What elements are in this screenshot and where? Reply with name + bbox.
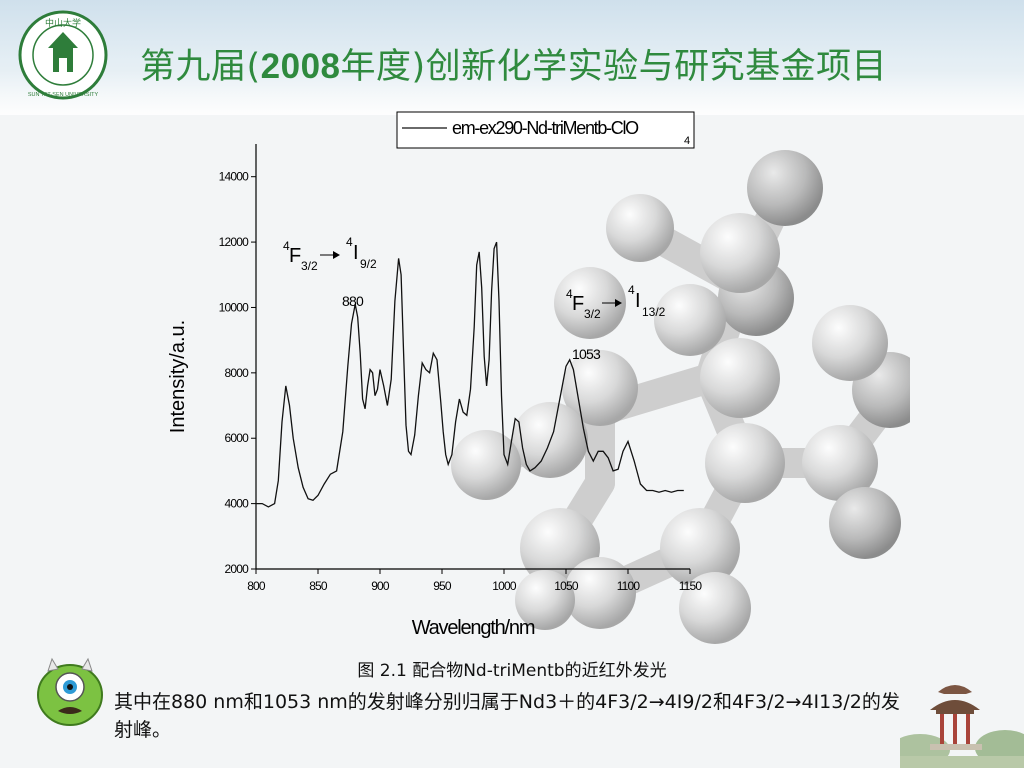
- transition-label: 4 F 3/24 I 9/2: [283, 235, 377, 273]
- pavilion-image: [900, 685, 1024, 768]
- transition-from-subscript: 3/2: [301, 259, 318, 273]
- y-tick-label: 12000: [219, 235, 249, 249]
- transition-from-subscript: 3/2: [584, 307, 601, 321]
- mascot-icon: [37, 657, 103, 726]
- logo-english-text: SUN YAT-SEN UNIVERSITY: [28, 92, 99, 98]
- transition-from-level: F: [572, 293, 584, 315]
- x-tick-label: 850: [309, 579, 328, 593]
- transition-superscript: 4: [283, 239, 290, 253]
- transition-arrow-head: [333, 251, 340, 259]
- y-tick-label: 14000: [219, 170, 249, 184]
- logo-chinese-text: 中山大学: [45, 17, 81, 29]
- figure-caption: 图 2.1 配合物Nd-triMentb的近红外发光: [357, 661, 667, 681]
- x-tick-label: 950: [433, 579, 452, 593]
- transition-superscript: 4: [566, 287, 573, 301]
- legend-box: [396, 111, 695, 149]
- x-tick-label: 1150: [679, 579, 703, 593]
- transition-arrow-head: [615, 299, 622, 307]
- university-logo: 中山大学 SUN YAT-SEN UNIVERSITY: [18, 10, 108, 100]
- y-tick-label: 10000: [219, 300, 249, 314]
- title-prefix: 第九届(: [140, 47, 261, 87]
- transition-to-level: I: [635, 290, 641, 312]
- y-tick-label: 6000: [225, 431, 250, 445]
- y-axis-label: Intensity/a.u.: [167, 320, 189, 433]
- legend-label: em-ex290-Nd-triMentb-ClO: [452, 118, 639, 138]
- chart-area: 2000 4000 6000 8000 10000 12000 14000 800 850 900…: [150, 108, 928, 653]
- transition-superscript: 4: [346, 235, 353, 249]
- x-tick-label: 1100: [617, 579, 641, 593]
- title-suffix: 年度)创新化学实验与研究基金项目: [340, 47, 888, 87]
- y-tick-label: 8000: [225, 366, 250, 380]
- x-tick-label: 1050: [554, 579, 579, 593]
- transition-to-subscript: 9/2: [360, 257, 377, 271]
- x-axis-label: Wavelength/nm: [412, 617, 535, 639]
- spectrum-line: [256, 241, 684, 508]
- legend: em-ex290-Nd-triMentb-ClO 4: [396, 111, 695, 149]
- y-tick-label: 2000: [225, 562, 250, 576]
- page-title: 第九届(2008年度)创新化学实验与研究基金项目: [140, 38, 887, 89]
- transition-from-level: F: [289, 245, 301, 267]
- peak-label: 1053: [572, 346, 601, 362]
- molecule-illustration: [451, 150, 928, 644]
- title-year: 2008: [260, 47, 341, 86]
- plot-layer: 2000 4000 6000 8000 10000 12000 14000 800 850 900…: [167, 111, 703, 639]
- x-tick-label: 900: [371, 579, 390, 593]
- transition-superscript: 4: [628, 283, 635, 297]
- header-banner: [0, 0, 1024, 115]
- transition-to-level: I: [353, 242, 359, 264]
- legend-subscript: 4: [684, 135, 690, 147]
- spectrum-chart: 2000 4000 6000 8000 10000 12000 14000 800 850 900…: [167, 111, 928, 644]
- x-tick-label: 1000: [492, 579, 517, 593]
- x-tick-label: 800: [247, 579, 266, 593]
- header-cloud: [0, 70, 1024, 115]
- y-tick-label: 4000: [225, 497, 250, 511]
- body-paragraph: 其中在880 nm和1053 nm的发射峰分别归属于Nd3＋的4F3/2→4I9…: [114, 691, 900, 741]
- peak-label: 880: [342, 293, 364, 309]
- transition-to-subscript: 13/2: [642, 305, 666, 319]
- transition-label: 4 F 3/24 I 13/2: [566, 283, 666, 321]
